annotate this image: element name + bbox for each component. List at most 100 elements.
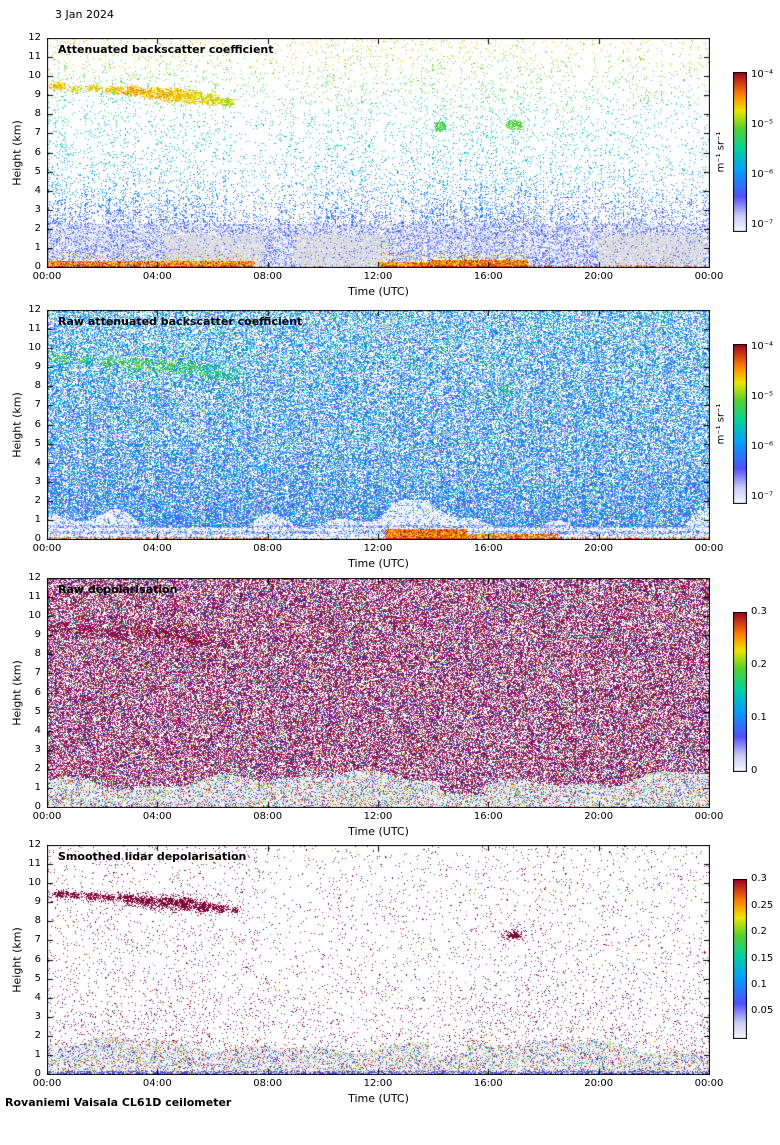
x-tick-label: 12:00 — [363, 271, 393, 282]
instrument-caption: Rovaniemi Vaisala CL61D ceilometer — [5, 1096, 232, 1109]
y-tick-label: 7 — [34, 934, 41, 946]
y-tick-label: 4 — [34, 184, 41, 196]
y-tick-label: 0 — [34, 1068, 41, 1079]
colorbar-tick-label: 0.2 — [751, 658, 767, 670]
heatmap-canvas-smoothed-lidar-depolarisation — [47, 845, 710, 1075]
y-tick-label: 1 — [34, 513, 41, 525]
x-tick-label: 20:00 — [584, 1078, 614, 1089]
panel-attenuated-backscatter: Height (km) 0 1 2 3 4 5 6 7 8 9 10 11 12 Attenuated … — [0, 32, 780, 338]
x-tick-label: 12:00 — [363, 811, 393, 822]
colorbar-tick-label: 0 — [751, 765, 758, 776]
panel-raw-attenuated-backscatter: Height (km) 0 1 2 3 4 5 6 7 8 9 10 11 12 Raw attenua… — [0, 304, 780, 610]
x-tick-label: 00:00 — [694, 271, 724, 282]
colorbar-tick-label: 0.15 — [751, 952, 774, 964]
y-tick-label: 10 — [28, 342, 41, 354]
y-tick-label: 11 — [28, 51, 41, 63]
y-tick-label: 1 — [34, 1048, 41, 1060]
panel-smoothed-lidar-depolarisation: Height (km) 0 1 2 3 4 5 6 7 8 9 10 11 12 Smoothed li… — [0, 839, 780, 1145]
heatmap-canvas-raw-depolarisation — [47, 578, 710, 808]
x-axis-label: Time (UTC) — [348, 285, 409, 298]
x-axis-label: Time (UTC) — [348, 557, 409, 570]
plot-title: Raw attenuated backscatter coefficient — [58, 315, 303, 328]
y-tick-label: 6 — [34, 418, 41, 430]
x-tick-label: 16:00 — [473, 543, 503, 554]
y-tick-label: 12 — [28, 32, 41, 43]
colorbar-raw-attenuated-backscatter — [733, 344, 747, 504]
y-tick-label: 11 — [28, 858, 41, 870]
colorbar-tick-label: 0.05 — [751, 1005, 774, 1017]
y-tick-label: 12 — [28, 839, 41, 850]
y-tick-label: 12 — [28, 572, 41, 583]
colorbar-raw-depolarisation — [733, 612, 747, 772]
colorbar-unit-label: m⁻¹ sr⁻¹ — [715, 131, 727, 173]
x-tick-label: 00:00 — [32, 811, 62, 822]
x-tick-label: 08:00 — [253, 543, 283, 554]
y-tick-label: 8 — [34, 108, 41, 120]
colorbar-tick-label: 10⁻⁶ — [751, 441, 774, 453]
y-tick-label: 9 — [34, 896, 41, 908]
x-tick-label: 04:00 — [142, 811, 172, 822]
y-tick-label: 7 — [34, 667, 41, 679]
x-tick-label: 00:00 — [694, 543, 724, 554]
y-tick-label: 6 — [34, 146, 41, 158]
x-tick-label: 12:00 — [363, 543, 393, 554]
x-tick-label: 08:00 — [253, 271, 283, 282]
plot-title: Raw depolarisation — [58, 583, 178, 596]
y-tick-label: 10 — [28, 877, 41, 889]
y-tick-label: 7 — [34, 399, 41, 411]
colorbar-tick-label: 10⁻⁴ — [751, 341, 774, 353]
heatmap-canvas-raw-attenuated-backscatter — [47, 310, 710, 540]
x-axis-label: Time (UTC) — [348, 1092, 409, 1105]
y-tick-label: 4 — [34, 456, 41, 468]
heatmap-canvas-attenuated-backscatter — [47, 38, 710, 268]
x-tick-label: 20:00 — [584, 811, 614, 822]
x-tick-label: 08:00 — [253, 811, 283, 822]
y-tick-label: 11 — [28, 591, 41, 603]
y-tick-label: 9 — [34, 629, 41, 641]
colorbar-tick-label: 0.1 — [751, 712, 767, 724]
y-tick-label: 10 — [28, 70, 41, 82]
y-tick-label: 7 — [34, 127, 41, 139]
colorbar-tick-label: 0.3 — [751, 606, 767, 617]
colorbar-tick-label: 0.2 — [751, 925, 767, 937]
y-tick-label: 3 — [34, 743, 41, 755]
y-tick-label: 6 — [34, 686, 41, 698]
colorbar-tick-label: 10⁻⁷ — [751, 219, 774, 231]
y-tick-label: 3 — [34, 475, 41, 487]
x-tick-label: 04:00 — [142, 271, 172, 282]
plot-title: Attenuated backscatter coefficient — [58, 43, 274, 56]
y-tick-label: 0 — [34, 533, 41, 544]
colorbar-tick-label: 0.25 — [751, 899, 774, 911]
y-tick-label: 2 — [34, 762, 41, 774]
x-tick-label: 04:00 — [142, 543, 172, 554]
x-tick-label: 00:00 — [694, 811, 724, 822]
x-tick-label: 00:00 — [32, 271, 62, 282]
y-tick-label: 1 — [34, 241, 41, 253]
x-tick-label: 20:00 — [584, 271, 614, 282]
x-tick-label: 12:00 — [363, 1078, 393, 1089]
colorbar-tick-label: 10⁻⁷ — [751, 491, 774, 503]
y-tick-label: 10 — [28, 610, 41, 622]
x-tick-label: 00:00 — [694, 1078, 724, 1089]
y-tick-label: 5 — [34, 705, 41, 717]
y-tick-label: 4 — [34, 724, 41, 736]
colorbar-tick-label: 0.1 — [751, 979, 767, 991]
x-tick-label: 08:00 — [253, 1078, 283, 1089]
y-tick-label: 0 — [34, 261, 41, 272]
colorbar-tick-label: 10⁻⁵ — [751, 391, 774, 403]
y-tick-label: 3 — [34, 203, 41, 215]
x-tick-label: 16:00 — [473, 1078, 503, 1089]
colorbar-smoothed-lidar-depolarisation — [733, 879, 747, 1039]
colorbar-tick-label: 10⁻⁴ — [751, 69, 774, 81]
x-tick-label: 00:00 — [32, 1078, 62, 1089]
y-tick-label: 6 — [34, 953, 41, 965]
x-tick-label: 20:00 — [584, 543, 614, 554]
colorbar-unit-label: m⁻¹ sr⁻¹ — [715, 403, 727, 445]
y-tick-label: 5 — [34, 165, 41, 177]
y-tick-label: 9 — [34, 89, 41, 101]
y-tick-label: 12 — [28, 304, 41, 315]
y-tick-label: 2 — [34, 222, 41, 234]
colorbar-tick-label: 0.3 — [751, 873, 767, 884]
y-tick-label: 1 — [34, 781, 41, 793]
date-label: 3 Jan 2024 — [55, 8, 114, 21]
